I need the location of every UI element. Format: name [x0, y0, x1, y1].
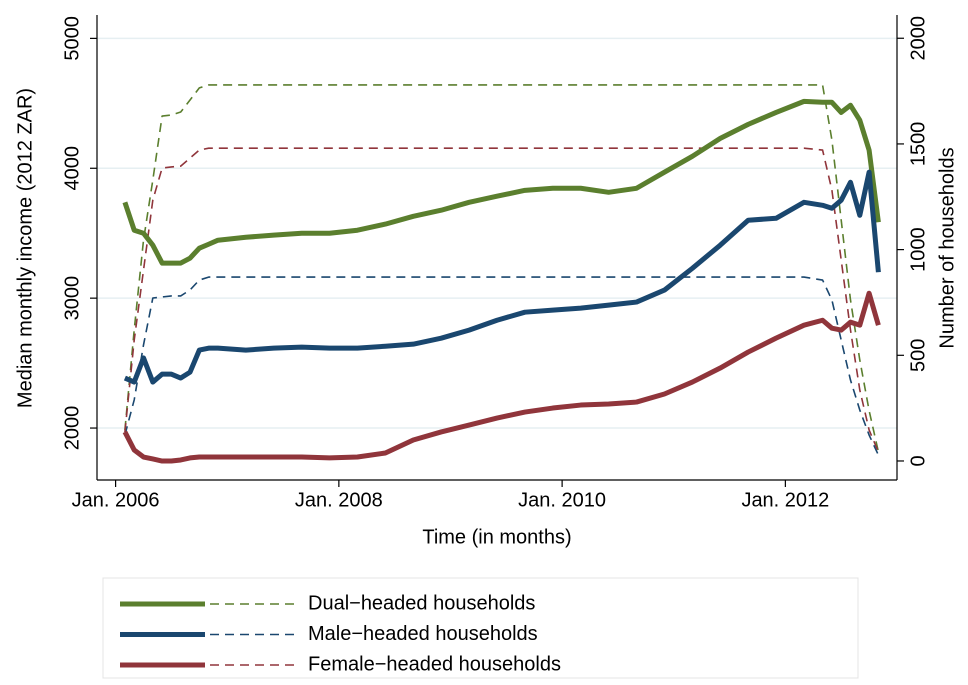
y2-tick-label: 1000 [907, 227, 929, 272]
y-tick-label: 4000 [61, 146, 83, 191]
y-tick-label: 3000 [61, 276, 83, 321]
legend-label: Dual−headed households [308, 592, 535, 614]
households-line [124, 84, 880, 453]
income-line [123, 169, 881, 385]
x-axis-label: Time (in months) [422, 526, 571, 548]
income-line [122, 98, 881, 266]
x-tick-label: Jan. 2006 [72, 489, 160, 511]
y-tick-label: 5000 [61, 16, 83, 61]
y2-tick-label: 0 [907, 455, 929, 466]
income-line [122, 290, 881, 464]
legend-label: Male−headed households [308, 623, 538, 645]
y2-axis-label: Number of households [936, 147, 958, 348]
y2-tick-label: 1500 [907, 122, 929, 167]
x-tick-label: Jan. 2012 [741, 489, 829, 511]
y-tick-label: 2000 [61, 406, 83, 451]
legend-box [102, 577, 859, 679]
y-axis-label: Median monthly income (2012 ZAR) [14, 88, 36, 408]
legend-label: Female−headed households [308, 653, 561, 675]
x-tick-label: Jan. 2008 [295, 489, 383, 511]
households-line [124, 276, 880, 456]
y2-tick-label: 500 [907, 339, 929, 372]
households-line [124, 147, 880, 453]
y2-tick-label: 2000 [907, 16, 929, 61]
x-tick-label: Jan. 2010 [518, 489, 606, 511]
